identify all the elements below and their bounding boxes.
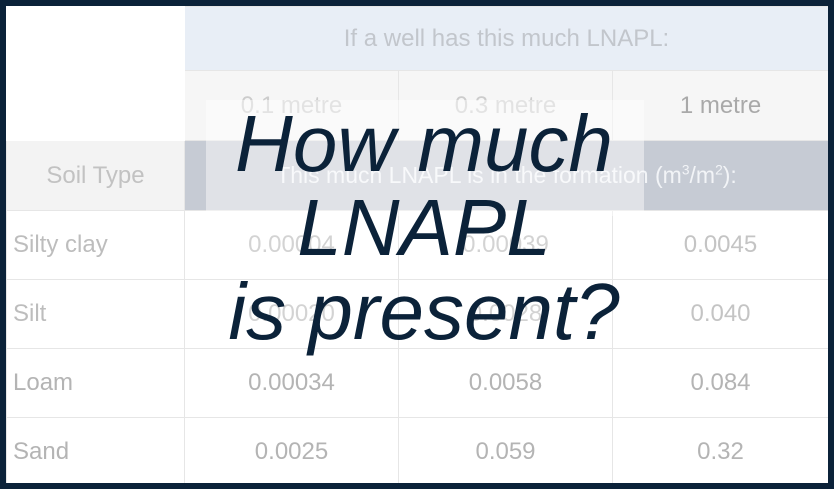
formation-header-text: This much LNAPL is in the formation (m bbox=[276, 162, 682, 188]
value-cell: 0.00020 bbox=[184, 279, 399, 349]
value-cell: 0.0028 bbox=[398, 279, 613, 349]
amount-header-3: 1 metre bbox=[612, 70, 828, 141]
blank-corner-cell bbox=[6, 6, 185, 141]
soil-name: Silt bbox=[6, 279, 185, 349]
unit-exponent-2: 2 bbox=[715, 162, 723, 178]
amount-header-1: 0.1 metre bbox=[184, 70, 399, 141]
soil-type-header: Soil Type bbox=[6, 140, 185, 211]
value-cell: 0.0045 bbox=[612, 210, 828, 280]
table-row: Sand 0.0025 0.059 0.32 bbox=[6, 417, 828, 483]
value-cell: 0.32 bbox=[612, 417, 828, 483]
unit-end: ): bbox=[722, 162, 737, 188]
header-row: If a well has this much LNAPL: bbox=[6, 6, 828, 141]
value-cell: 0.040 bbox=[612, 279, 828, 349]
table-row: Silty clay 0.00004 0.00039 0.0045 bbox=[6, 210, 828, 280]
value-cell: 0.00034 bbox=[184, 348, 399, 418]
table-row: Silt 0.00020 0.0028 0.040 bbox=[6, 279, 828, 349]
lnapl-table-container: If a well has this much LNAPL: 0.1 metre… bbox=[6, 6, 828, 483]
unit-exponent-1: 3 bbox=[681, 162, 690, 178]
amount-header-2: 0.3 metre bbox=[398, 70, 613, 141]
lnapl-table: If a well has this much LNAPL: 0.1 metre… bbox=[6, 6, 828, 483]
amounts-row: 0.1 metre 0.3 metre 1 metre bbox=[7, 70, 828, 141]
table-row: Loam 0.00034 0.0058 0.084 bbox=[6, 348, 828, 418]
unit-mid: /m bbox=[689, 162, 716, 188]
value-cell: 0.059 bbox=[398, 417, 613, 483]
subheader-row: Soil Type This much LNAPL is in the form… bbox=[6, 140, 828, 211]
value-cell: 0.0058 bbox=[398, 348, 613, 418]
formation-lnapl-header: This much LNAPL is in the formation (m3/… bbox=[184, 140, 828, 211]
soil-name: Silty clay bbox=[6, 210, 185, 280]
value-cell: 0.00004 bbox=[184, 210, 399, 280]
well-lnapl-header: If a well has this much LNAPL: bbox=[184, 6, 828, 71]
value-cell: 0.0025 bbox=[184, 417, 399, 483]
value-cell: 0.084 bbox=[612, 348, 828, 418]
soil-name: Sand bbox=[6, 417, 185, 483]
soil-name: Loam bbox=[6, 348, 185, 418]
value-cell: 0.00039 bbox=[398, 210, 613, 280]
